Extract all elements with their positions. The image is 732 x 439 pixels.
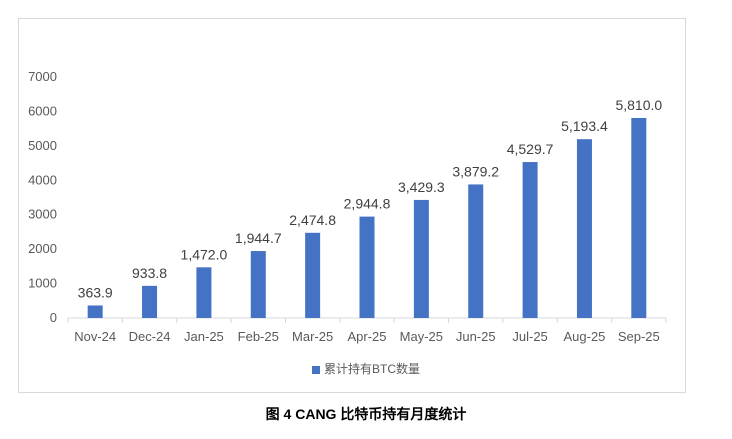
y-tick-label: 4000: [28, 172, 57, 187]
data-label: 3,879.2: [452, 163, 499, 179]
data-label: 5,810.0: [615, 97, 662, 113]
x-tick-label: Feb-25: [238, 329, 279, 344]
legend-label: 累计持有BTC数量: [323, 362, 420, 376]
x-tick-label: Nov-24: [74, 329, 116, 344]
data-label: 3,429.3: [398, 179, 445, 195]
bar-nov-24: [87, 305, 103, 318]
bar-jun-25: [468, 184, 484, 318]
x-tick-label: Jan-25: [184, 329, 224, 344]
data-label: 2,944.8: [344, 196, 391, 212]
bar-may-25: [413, 199, 429, 318]
data-label: 363.9: [78, 284, 113, 300]
bar-dec-24: [142, 285, 158, 318]
chart-frame: [18, 18, 686, 393]
bar-jul-25: [522, 162, 538, 318]
x-tick-label: Apr-25: [347, 329, 386, 344]
legend-swatch: [311, 365, 320, 374]
bar-jan-25: [196, 267, 212, 318]
data-label: 5,193.4: [561, 118, 608, 134]
x-tick-label: Jul-25: [512, 329, 547, 344]
y-tick-label: 7000: [28, 69, 57, 84]
y-tick-label: 6000: [28, 103, 57, 118]
legend: 累计持有BTC数量: [0, 360, 732, 377]
data-label: 933.8: [132, 265, 167, 281]
x-tick-label: Aug-25: [563, 329, 605, 344]
x-tick-label: Sep-25: [618, 329, 660, 344]
bar-apr-25: [359, 216, 375, 318]
data-label: 1,472.0: [181, 246, 228, 262]
x-tick-label: Dec-24: [129, 329, 171, 344]
figure-caption: 图 4 CANG 比特币持有月度统计: [265, 406, 467, 422]
y-tick-label: 1000: [28, 276, 57, 291]
y-tick-label: 3000: [28, 207, 57, 222]
bar-mar-25: [305, 232, 321, 318]
y-tick-label: 2000: [28, 241, 57, 256]
y-tick-label: 5000: [28, 138, 57, 153]
x-tick-label: May-25: [400, 329, 443, 344]
bar-aug-25: [576, 139, 592, 318]
bar-sep-25: [631, 117, 647, 318]
data-label: 2,474.8: [289, 212, 336, 228]
data-label: 4,529.7: [507, 141, 554, 157]
bar-feb-25: [250, 251, 266, 318]
y-tick-label: 0: [50, 310, 57, 325]
x-tick-label: Jun-25: [456, 329, 496, 344]
data-label: 1,944.7: [235, 230, 282, 246]
x-tick-label: Mar-25: [292, 329, 333, 344]
